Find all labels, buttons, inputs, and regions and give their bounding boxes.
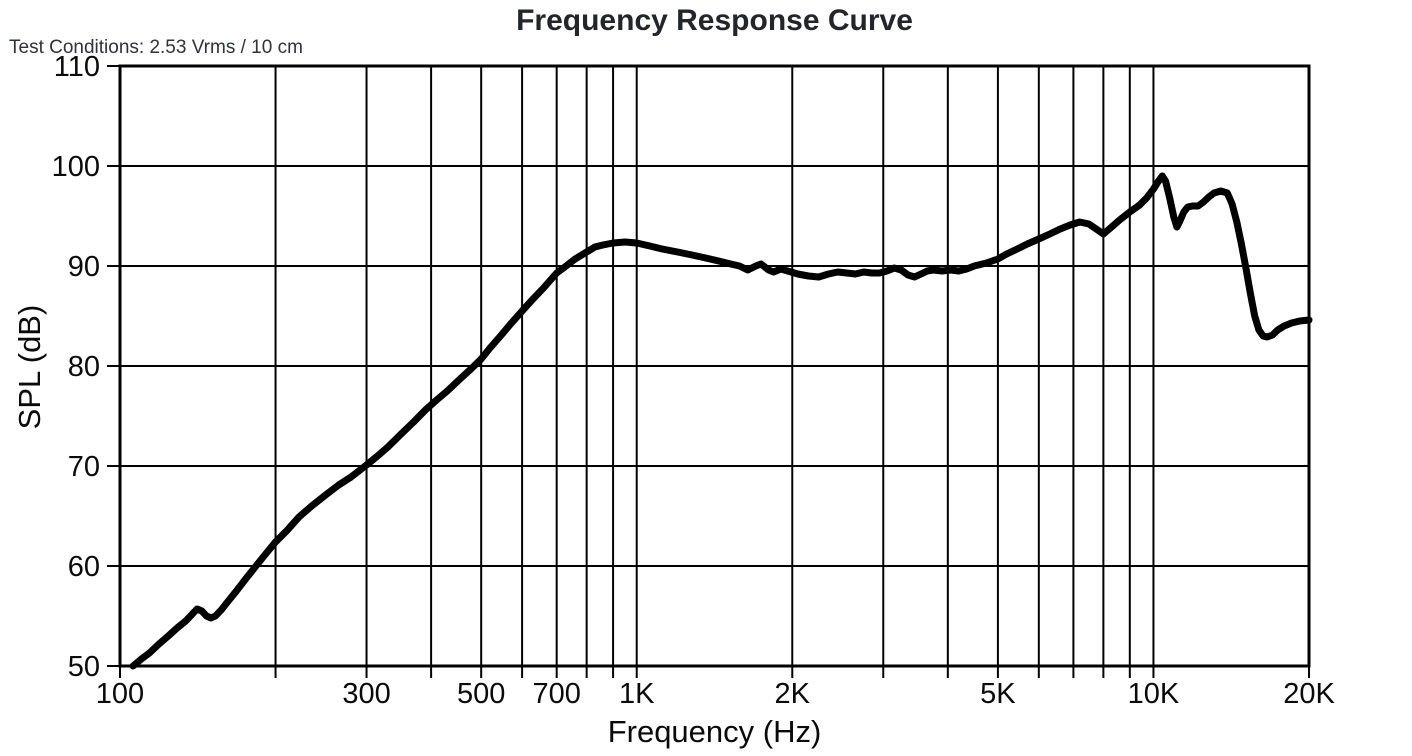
- y-tick-label: 70: [68, 451, 100, 483]
- x-axis-title: Frequency (Hz): [608, 714, 822, 749]
- x-tick-label: 2K: [775, 678, 811, 710]
- x-tick-label: 700: [532, 678, 580, 710]
- y-tick-label: 110: [54, 51, 100, 83]
- plot-border: [118, 64, 1311, 668]
- y-axis-title: SPL (dB): [12, 305, 47, 430]
- y-tick-label: 80: [68, 351, 100, 383]
- y-tick-label: 90: [68, 251, 100, 283]
- y-tick-label: 60: [68, 551, 100, 583]
- x-tick-label: 500: [457, 678, 505, 710]
- x-tick-label: 20K: [1283, 678, 1335, 710]
- x-tick-label: 100: [96, 678, 144, 710]
- y-tick-label: 100: [52, 151, 100, 183]
- x-tick-label: 5K: [980, 678, 1016, 710]
- y-tick-label: 50: [68, 651, 100, 683]
- response-curve: [129, 172, 1313, 670]
- x-tick-label: 300: [342, 678, 390, 710]
- x-tick-label: 10K: [1128, 678, 1180, 710]
- chart-title: Frequency Response Curve: [516, 4, 913, 37]
- x-tick-label: 1K: [619, 678, 655, 710]
- test-conditions-label: Test Conditions: 2.53 Vrms / 10 cm: [9, 37, 303, 58]
